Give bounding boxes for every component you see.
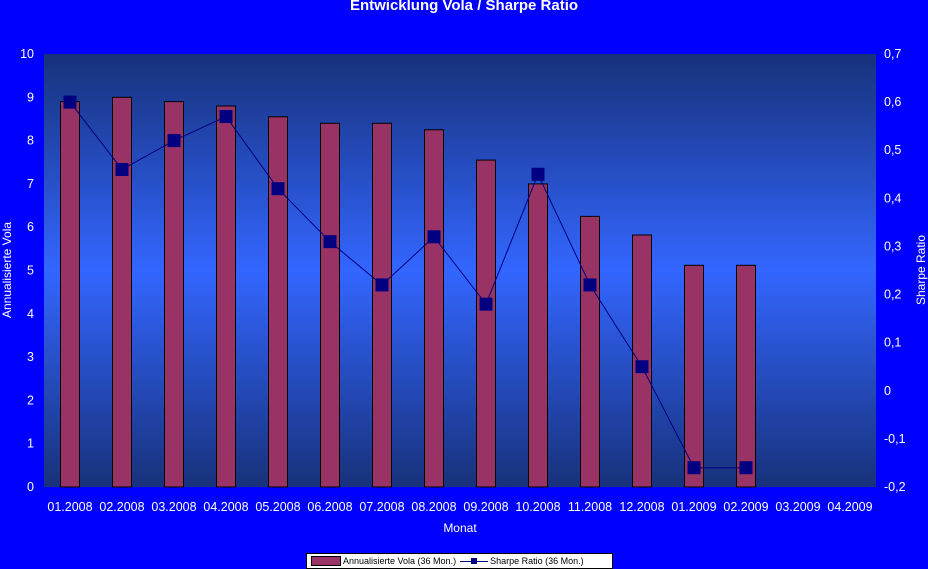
sharpe-marker-07.2008: [375, 278, 389, 292]
y2-tick-label: 0,1: [884, 336, 901, 350]
y2-tick-label: 0,5: [884, 143, 901, 157]
x-tick-label: 08.2008: [411, 500, 456, 514]
y-tick-label: 7: [27, 177, 34, 191]
x-tick-label: 09.2008: [463, 500, 508, 514]
y-tick-label: 0: [27, 480, 34, 494]
sharpe-line: [69, 101, 746, 469]
sharpe-marker-02.2008: [115, 162, 129, 176]
sharpe-marker-03.2008: [167, 134, 181, 148]
y-tick-label: 1: [27, 437, 34, 451]
sharpe-marker-01.2008: [63, 95, 77, 109]
x-tick-label: 04.2009: [827, 500, 872, 514]
legend-item-sharpe: Sharpe Ratio (36 Mon.): [460, 556, 584, 566]
sharpe-marker-12.2008: [635, 360, 649, 374]
bar-vola-08.2008: [424, 129, 444, 488]
legend-label-vola: Annualisierte Vola (36 Mon.): [343, 556, 457, 566]
x-tick-label: 02.2009: [723, 500, 768, 514]
sharpe-marker-09.2008: [479, 297, 493, 311]
x-tick-label: 01.2008: [47, 500, 92, 514]
x-tick-label: 11.2008: [568, 500, 612, 514]
sharpe-marker-06.2008: [323, 235, 337, 249]
bar-vola-02.2008: [112, 96, 132, 488]
legend-line-swatch: [460, 557, 489, 565]
y-tick-label: 6: [27, 220, 34, 234]
legend-item-vola: Annualisierte Vola (36 Mon.): [311, 556, 456, 566]
y-axis-label: Annualisierte Vola: [0, 222, 14, 318]
y2-axis-label: Sharpe Ratio: [914, 235, 928, 305]
legend-label-sharpe: Sharpe Ratio (36 Mon.): [490, 556, 584, 566]
y-tick-label: 3: [27, 350, 34, 364]
bar-vola-11.2008: [580, 215, 600, 488]
x-tick-label: 04.2008: [203, 500, 248, 514]
y-tick-label: 10: [20, 47, 34, 61]
bar-vola-02.2009: [736, 264, 756, 488]
bar-vola-05.2008: [268, 116, 288, 488]
sharpe-marker-05.2008: [271, 182, 285, 196]
sharpe-marker-11.2008: [583, 278, 597, 292]
x-tick-label: 06.2008: [307, 500, 352, 514]
sharpe-marker-08.2008: [427, 230, 441, 244]
sharpe-marker-04.2008: [219, 110, 233, 124]
bar-vola-01.2009: [684, 264, 704, 488]
y2-tick-label: 0,2: [884, 288, 901, 302]
x-tick-label: 07.2008: [359, 500, 404, 514]
y2-tick-label: 0,4: [884, 191, 901, 205]
legend-bar-swatch: [311, 556, 341, 566]
sharpe-marker-01.2009: [687, 461, 701, 475]
x-axis-label: Monat: [443, 521, 477, 535]
legend: Annualisierte Vola (36 Mon.) Sharpe Rati…: [306, 553, 613, 569]
y-tick-label: 5: [27, 264, 34, 278]
y2-tick-label: 0,6: [884, 95, 901, 109]
bar-vola-07.2008: [372, 122, 392, 488]
sharpe-marker-02.2009: [739, 461, 753, 475]
bar-vola-06.2008: [320, 122, 340, 488]
x-tick-label: 05.2008: [255, 500, 300, 514]
bar-vola-03.2008: [164, 101, 184, 488]
bar-vola-10.2008: [528, 183, 548, 488]
bar-vola-01.2008: [60, 101, 80, 488]
x-tick-label: 02.2008: [99, 500, 144, 514]
x-tick-label: 10.2008: [515, 500, 560, 514]
x-tick-label: 03.2009: [775, 500, 820, 514]
y2-tick-label: -0,1: [884, 432, 906, 446]
sharpe-marker-10.2008: [531, 167, 545, 181]
chart-title: Entwicklung Vola / Sharpe Ratio: [349, 0, 579, 14]
bar-vola-09.2008: [476, 159, 496, 488]
y2-tick-label: 0,7: [884, 47, 901, 61]
x-tick-label: 12.2008: [619, 500, 664, 514]
bar-vola-04.2008: [216, 105, 236, 488]
y-tick-label: 4: [27, 307, 34, 321]
x-tick-label: 03.2008: [151, 500, 196, 514]
y2-tick-label: 0: [884, 384, 891, 398]
y-tick-label: 9: [27, 90, 34, 104]
y-tick-label: 2: [27, 393, 34, 407]
y2-tick-label: 0,3: [884, 239, 901, 253]
chart-canvas: 0 1 2 3 4 5 6 7 8 9 10 -0,2 -0,1 0 0,1 0,2 0,3 0,4 0,5 0,6 0…: [0, 47, 928, 535]
x-tick-label: 01.2009: [671, 500, 716, 514]
y-tick-label: 8: [27, 134, 34, 148]
y2-tick-label: -0,2: [884, 480, 906, 494]
